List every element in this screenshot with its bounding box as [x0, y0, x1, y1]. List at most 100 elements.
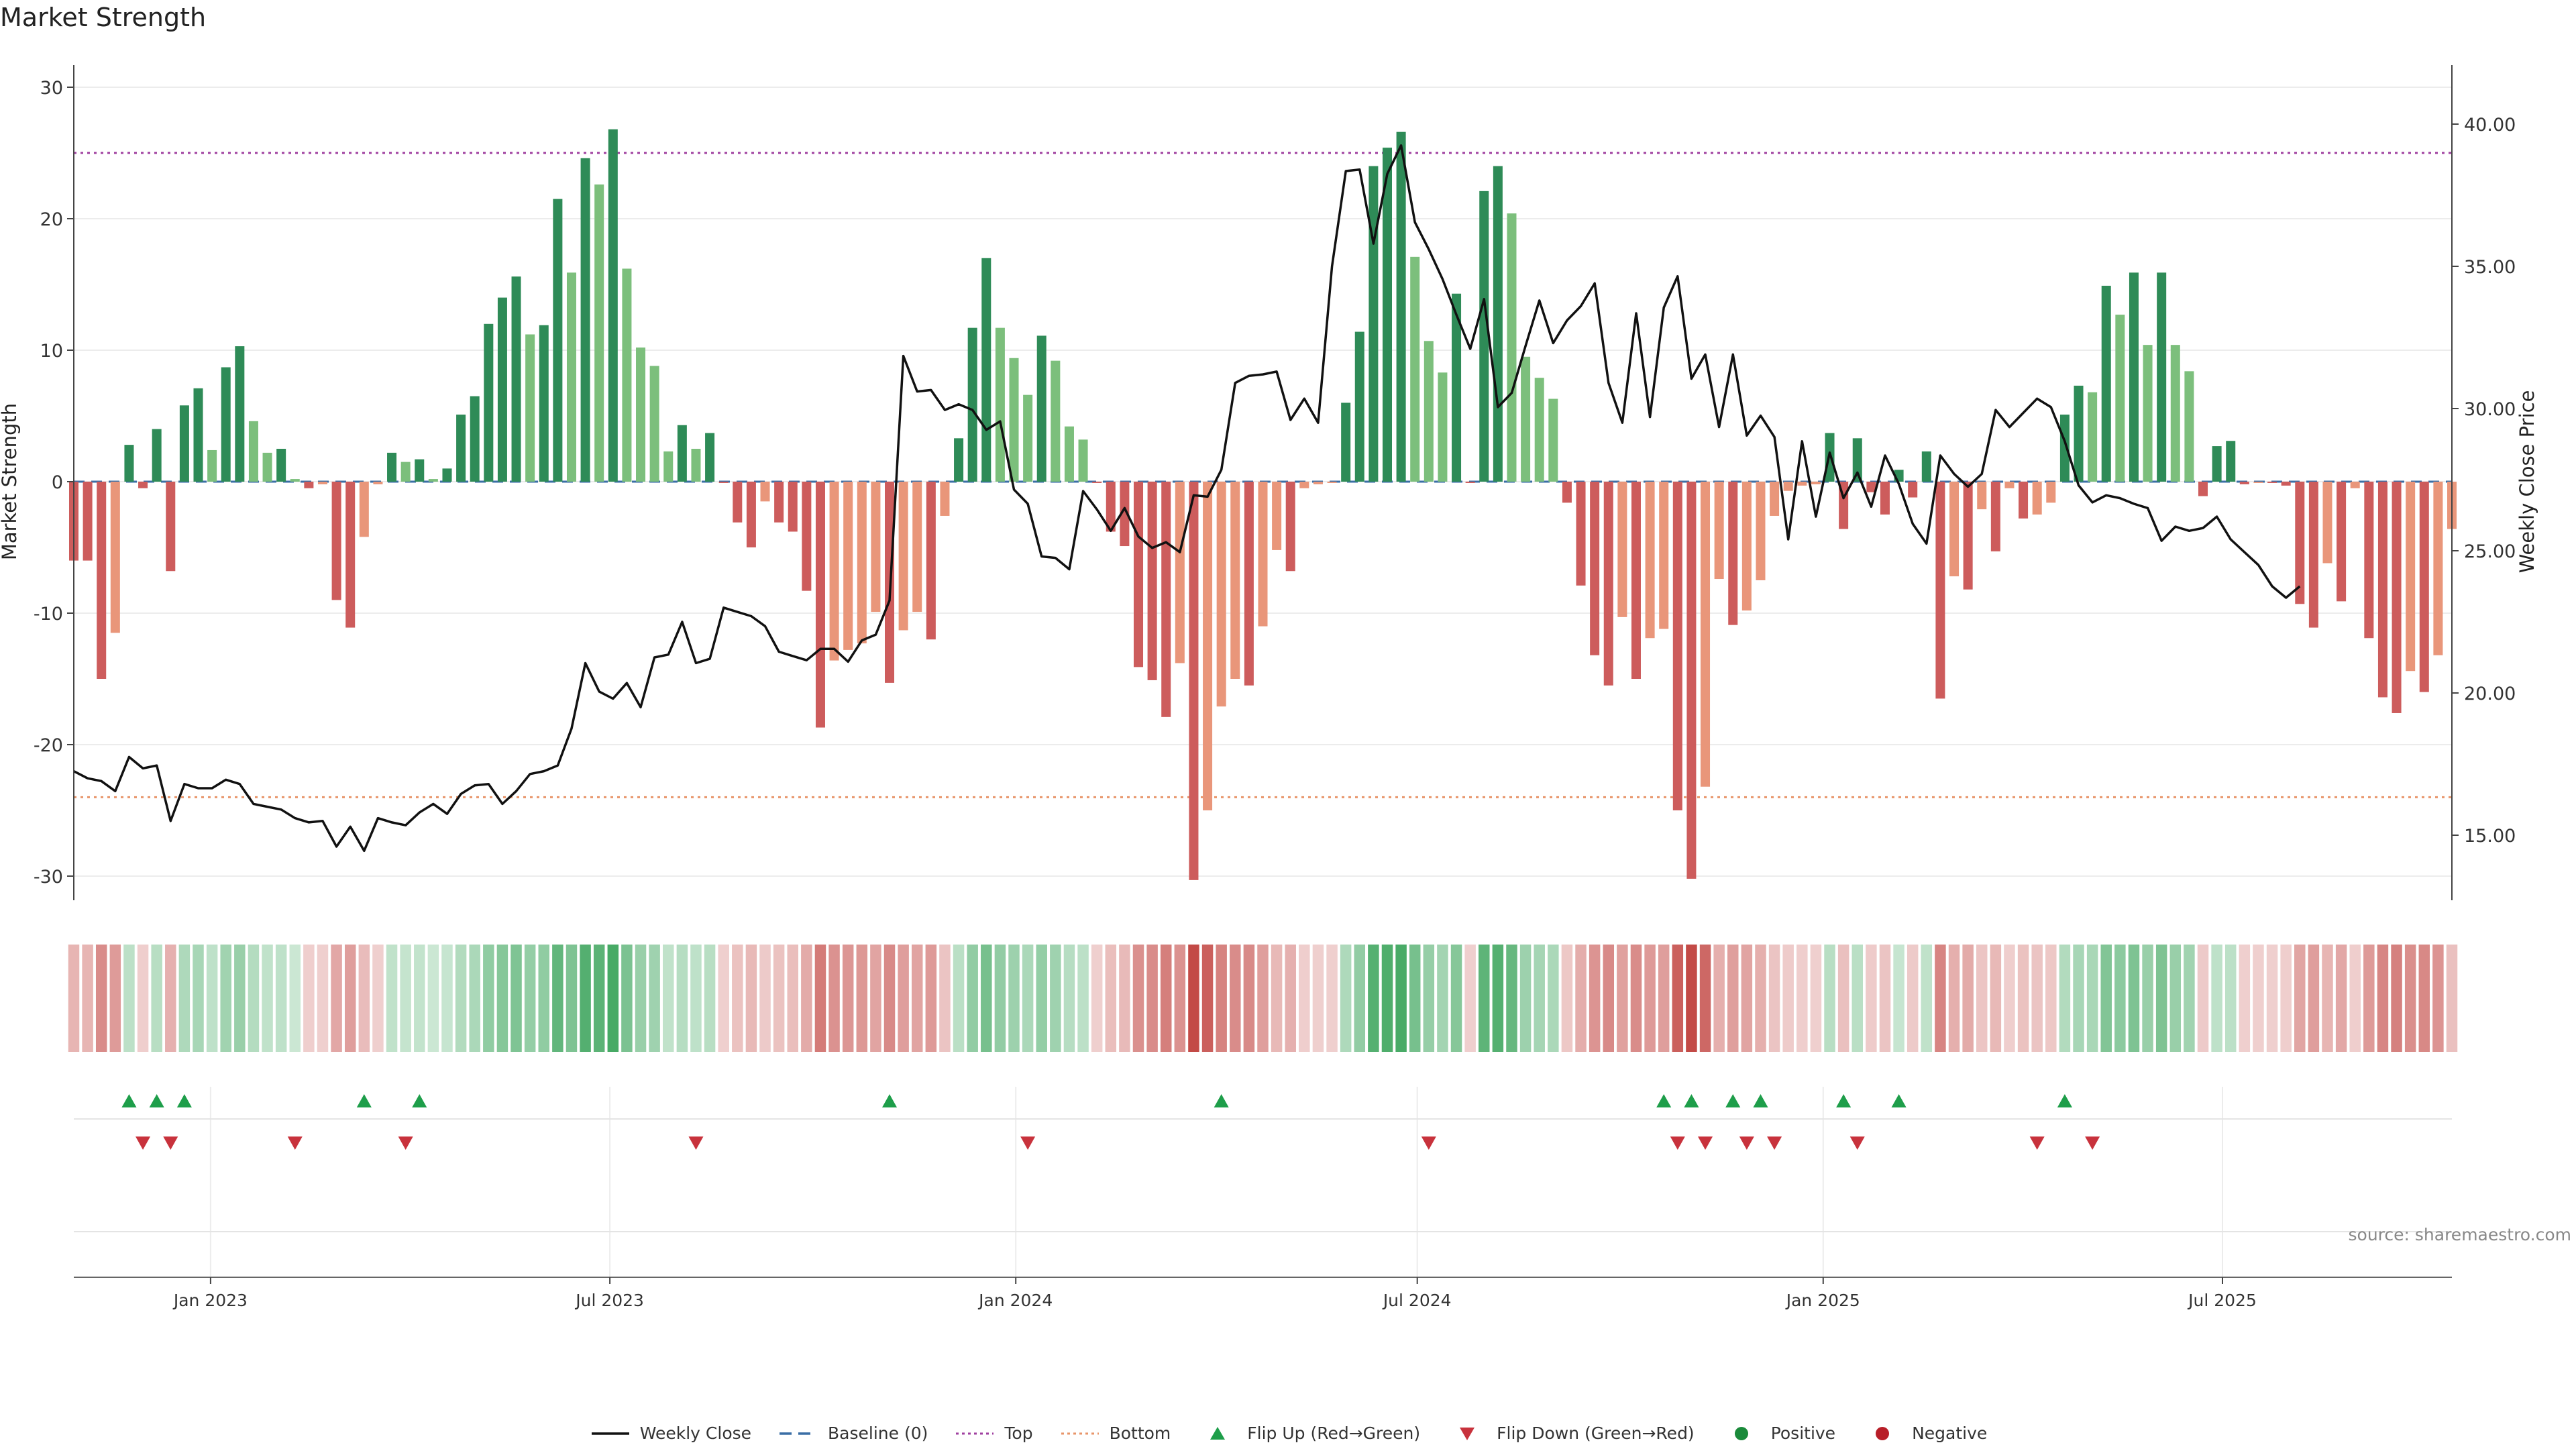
strength-bar: [1493, 166, 1503, 482]
heat-cell: [1644, 945, 1656, 1052]
heat-cell: [386, 945, 398, 1052]
strength-bar: [2019, 482, 2029, 519]
strength-bar: [871, 482, 881, 612]
heat-cell: [1492, 945, 1504, 1052]
strength-bar: [1175, 482, 1185, 663]
strength-bar: [1368, 166, 1379, 482]
heat-cell: [621, 945, 633, 1052]
strength-bar: [995, 327, 1005, 482]
heat-cell: [1796, 945, 1808, 1052]
strength-bar: [1921, 451, 1931, 482]
flip-up-marker: [1891, 1094, 1907, 1108]
strength-bar: [857, 482, 867, 644]
strength-bar: [359, 482, 369, 537]
strength-bar: [1590, 482, 1600, 655]
x-tick-label: Jan 2023: [172, 1291, 248, 1310]
flip-up-marker: [2057, 1094, 2072, 1108]
legend-swatch: [1876, 1426, 1890, 1440]
heat-cell: [151, 945, 162, 1052]
heat-cell: [1008, 945, 1020, 1052]
strength-bar: [2115, 315, 2125, 482]
flip-up-marker: [121, 1094, 137, 1108]
heat-cell: [911, 945, 923, 1052]
heat-cell: [109, 945, 121, 1052]
axes: -30 -20 -10 0 10 20 30 15.00 20.00 25.00 30.00 35.0…: [34, 65, 2516, 900]
strength-bar: [1534, 378, 1544, 482]
strength-bar: [1631, 482, 1641, 679]
strength-bar: [1203, 482, 1213, 810]
strength-bar: [566, 272, 576, 482]
heat-cell: [1063, 945, 1075, 1052]
heat-cell: [2308, 945, 2320, 1052]
y2-axis-label: Weekly Close Price: [2516, 390, 2538, 574]
strength-bar: [2281, 482, 2291, 486]
heat-cell: [1810, 945, 1822, 1052]
heat-cell: [1216, 945, 1227, 1052]
x-tick-label: Jan 2025: [1785, 1291, 1860, 1310]
heat-cell: [1727, 945, 1739, 1052]
heat-cell: [1146, 945, 1158, 1052]
strength-bar: [428, 479, 438, 482]
strength-bar: [1272, 482, 1282, 550]
strength-bar: [1866, 482, 1876, 492]
strength-bar: [1410, 256, 1420, 482]
heat-cell: [704, 945, 716, 1052]
y-tick-label: 0: [52, 472, 63, 493]
heat-cell: [1230, 945, 1241, 1052]
heat-cell: [1658, 945, 1670, 1052]
y2-tick-label: 30.00: [2464, 399, 2516, 420]
strength-bar: [124, 445, 134, 482]
strength-bar: [1230, 482, 1240, 679]
flip-up-marker: [1214, 1094, 1229, 1108]
heat-cell: [1022, 945, 1034, 1052]
heat-cell: [2197, 945, 2209, 1052]
strength-bar: [815, 482, 825, 728]
heat-cell: [1479, 945, 1490, 1052]
strength-bar: [1741, 482, 1752, 611]
strength-bar: [166, 482, 176, 572]
legend-item: Flip Down (Green→Red): [1446, 1424, 1695, 1443]
heat-cell: [1257, 945, 1269, 1052]
strength-bar: [290, 479, 300, 482]
heat-cell: [400, 945, 411, 1052]
legend-swatch: [1460, 1427, 1475, 1440]
heat-cell: [635, 945, 647, 1052]
y2-tick-label: 25.00: [2464, 541, 2516, 562]
heat-cell: [1077, 945, 1089, 1052]
strength-bar: [276, 449, 286, 482]
heat-cell: [1464, 945, 1476, 1052]
legend-label: Flip Down (Green→Red): [1497, 1424, 1695, 1443]
heat-cell: [593, 945, 605, 1052]
strength-bar: [774, 482, 784, 523]
strength-bar: [1424, 341, 1434, 482]
heat-cell: [649, 945, 660, 1052]
heat-cell: [2432, 945, 2444, 1052]
strength-bar: [1341, 402, 1351, 482]
strength-bar: [1701, 482, 1711, 787]
strength-bar: [954, 438, 964, 482]
heat-cell: [2114, 945, 2126, 1052]
heat-cell: [2239, 945, 2251, 1052]
strength-bar: [1244, 482, 1254, 686]
flip-up-marker: [356, 1094, 372, 1108]
strength-bar: [1576, 482, 1586, 586]
strength-bar: [179, 405, 189, 482]
strength-bar: [636, 347, 646, 482]
strength-bar: [1783, 482, 1793, 491]
strength-bar: [2419, 482, 2429, 692]
heat-cell: [2142, 945, 2153, 1052]
heat-cell: [690, 945, 702, 1052]
heat-cell: [178, 945, 191, 1052]
strength-bar: [235, 346, 245, 482]
strength-bar: [898, 482, 908, 631]
flip-up-marker: [176, 1094, 192, 1108]
heat-cell: [828, 945, 840, 1052]
strength-bar: [1672, 482, 1682, 810]
strength-bar: [746, 482, 756, 547]
heat-cell: [801, 945, 812, 1052]
heat-cell: [1271, 945, 1283, 1052]
strength-bar: [1852, 438, 1862, 482]
strength-bar: [1120, 482, 1130, 547]
strength-bar: [2157, 272, 2167, 482]
heat-cell: [95, 945, 107, 1052]
